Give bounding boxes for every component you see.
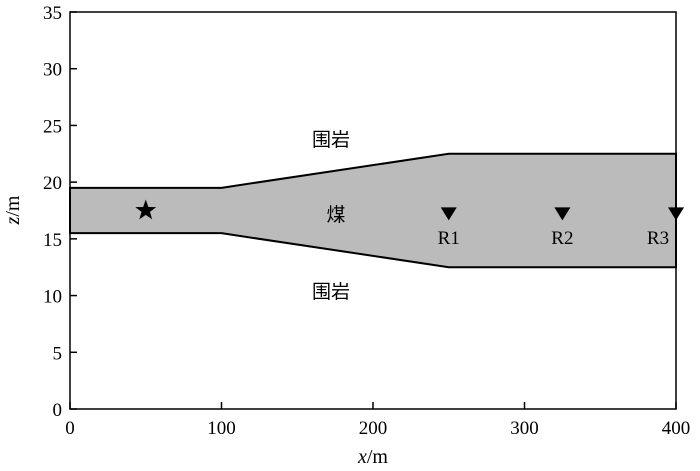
- y-axis-title: z/m: [2, 195, 24, 225]
- y-tick-label: 15: [43, 230, 62, 251]
- x-tick-label: 0: [65, 418, 75, 439]
- receiver-triangle-icon: [440, 207, 457, 221]
- x-axis-ticks: 0 100 200 300 400: [65, 402, 690, 439]
- x-axis-unit: /m: [367, 446, 389, 468]
- receiver-triangle-icon: [668, 207, 684, 221]
- y-tick-label: 10: [43, 287, 62, 308]
- star-icon: [135, 199, 157, 220]
- y-axis-variable: z: [2, 216, 24, 225]
- y-axis-unit: /m: [2, 195, 24, 217]
- y-tick-label: 20: [43, 173, 62, 194]
- rock-label-top: 围岩: [312, 129, 350, 151]
- y-axis-ticks: 0 5 10 15 20 25 30 35: [43, 3, 77, 421]
- receiver-label: R1: [438, 228, 460, 249]
- x-tick-label: 100: [207, 418, 236, 439]
- y-tick-label: 35: [43, 3, 62, 24]
- y-tick-label: 5: [53, 343, 63, 364]
- y-tick-label: 0: [53, 400, 63, 421]
- receiver-label: R3: [647, 228, 669, 249]
- x-tick-label: 400: [662, 418, 691, 439]
- x-axis-title: x/m: [357, 446, 388, 468]
- coal-label: 煤: [326, 204, 345, 226]
- receiver-triangle-icon: [554, 207, 571, 221]
- x-tick-label: 300: [510, 418, 539, 439]
- y-tick-label: 25: [43, 116, 62, 137]
- coal-seam-region: [69, 152, 677, 269]
- x-axis-variable: x: [357, 446, 367, 468]
- receiver-label: R2: [551, 228, 573, 249]
- receiver-group: R1 R2 R3: [438, 207, 684, 249]
- rock-label-bottom: 围岩: [312, 281, 350, 303]
- x-tick-label: 200: [359, 418, 388, 439]
- y-tick-label: 30: [43, 60, 62, 81]
